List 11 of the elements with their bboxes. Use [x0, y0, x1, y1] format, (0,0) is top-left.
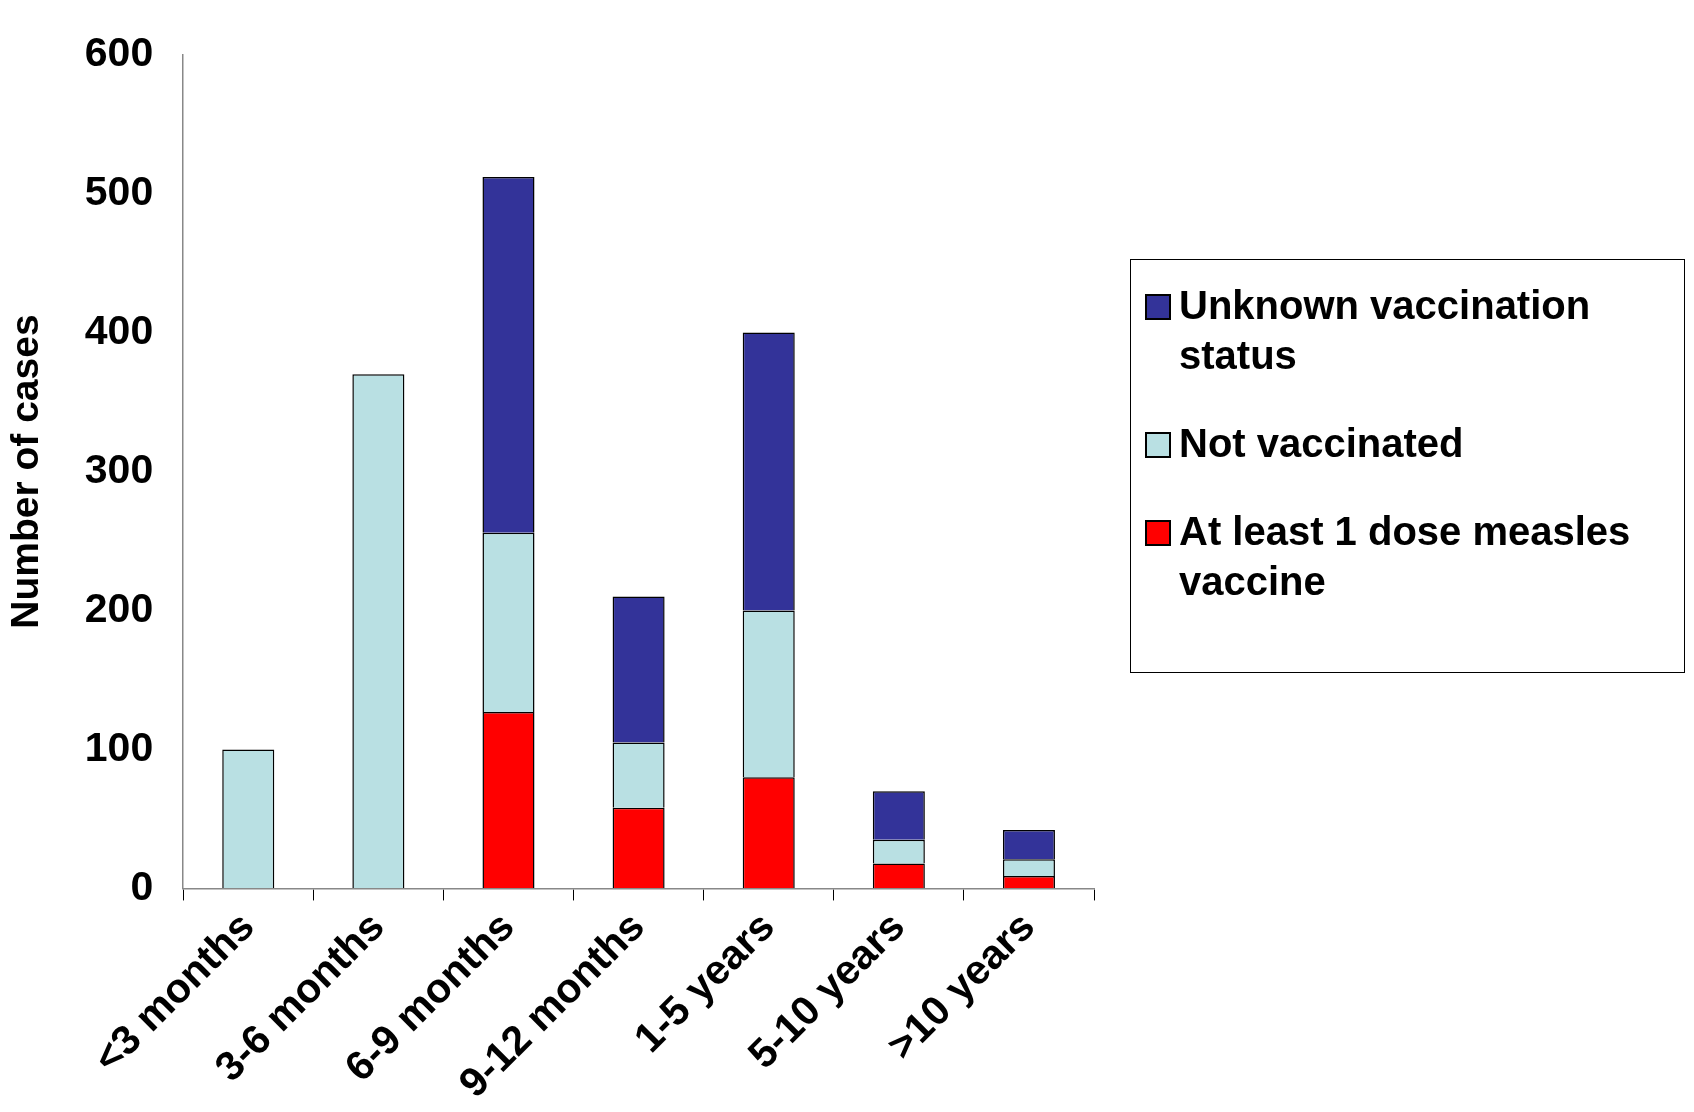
y-tick-label: 500	[84, 167, 154, 214]
y-tick-label: 400	[84, 306, 154, 353]
legend-label: At least 1 dose measles vaccine	[1179, 508, 1632, 605]
y-tick-label: 300	[84, 445, 154, 492]
y-tick-label: 200	[84, 584, 154, 631]
y-tick-label: 100	[84, 723, 154, 770]
legend-label: Unknown vaccination status	[1179, 282, 1592, 379]
legend-label: Not vaccinated	[1179, 420, 1464, 467]
y-tick-label: 0	[130, 862, 154, 909]
y-axis-title: Number of cases	[3, 314, 47, 629]
y-tick-label: 600	[84, 28, 154, 75]
